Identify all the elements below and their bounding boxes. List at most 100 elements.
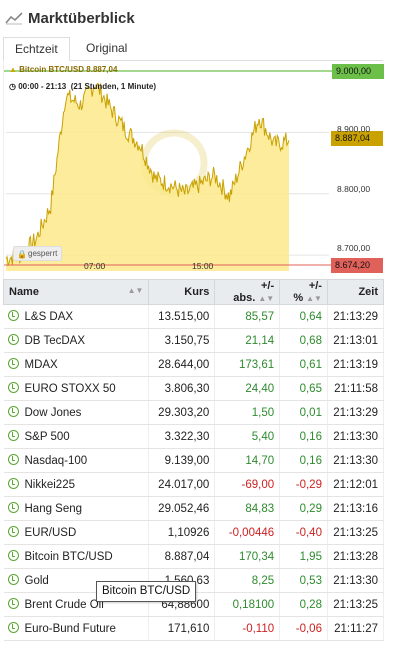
table-row[interactable]: Euro-Bund Future 171,610 -0,110 -0,06 21:11:… [3, 616, 385, 641]
series-area [6, 83, 289, 272]
row-name[interactable]: EUR/USD [3, 520, 150, 545]
row-abs: 5,40 [214, 424, 281, 449]
row-pct: 0,16 [279, 424, 328, 449]
row-name[interactable]: Dow Jones [3, 400, 150, 425]
table-row[interactable]: DB TecDAX 3.150,75 21,14 0,68 21:13:01 [3, 328, 385, 353]
row-abs: 24,40 [214, 376, 281, 401]
clock-icon [7, 406, 19, 417]
table-row[interactable]: EUR/USD 1,10926 -0,00446 -0,40 21:13:25 [3, 520, 385, 545]
table-row[interactable]: Brent Crude Oil 64,88600 0,18100 0,28 21:13:… [3, 592, 385, 617]
row-kurs: 24.017,00 [148, 472, 216, 497]
row-name[interactable]: EURO STOXX 50 [3, 376, 150, 401]
clock-icon [7, 622, 19, 633]
row-name[interactable]: Euro-Bund Future [3, 616, 150, 641]
row-zeit: 21:13:25 [327, 592, 385, 617]
row-name[interactable]: L&S DAX [3, 304, 150, 329]
row-name-label: L&S DAX [24, 311, 74, 323]
lock-badge[interactable]: 🔒 gesperrt [13, 246, 63, 261]
row-abs: -69,00 [214, 472, 281, 497]
row-name[interactable]: DB TecDAX [3, 328, 150, 353]
clock-icon [7, 358, 19, 369]
table-row[interactable]: MDAX 28.644,00 173,61 0,61 21:13:19 [3, 352, 385, 377]
row-zeit: 21:13:16 [327, 496, 385, 521]
row-abs: 1,50 [214, 400, 281, 425]
y-tick-label: 8.900,00 [337, 124, 371, 134]
row-kurs: 28.644,00 [148, 352, 216, 377]
col-header-abs[interactable]: +/- abs. ▲▼ [214, 279, 281, 305]
row-name[interactable]: S&P 500 [3, 424, 150, 449]
row-name-label: Euro-Bund Future [24, 623, 116, 635]
series-line [5, 82, 290, 267]
sort-icon: ▲▼ [258, 294, 275, 303]
chart-line-icon [5, 12, 23, 25]
row-kurs: 3.322,30 [148, 424, 216, 449]
row-kurs: 29.052,46 [148, 496, 216, 521]
row-pct: 1,95 [279, 544, 328, 569]
col-header-pct[interactable]: +/- % ▲▼ [279, 279, 328, 305]
tab-original[interactable]: Original [86, 41, 128, 55]
row-kurs: 3.150,75 [148, 328, 216, 353]
widget-header: Marktüberblick [0, 0, 405, 36]
row-abs: 85,57 [214, 304, 281, 329]
col-header-name[interactable]: Name ▲▼ [2, 279, 150, 305]
row-pct: 0,29 [279, 496, 328, 521]
chart-canvas [4, 70, 332, 272]
row-kurs: 3.806,30 [148, 376, 216, 401]
row-name[interactable]: Hang Seng [3, 496, 150, 521]
tooltip: Bitcoin BTC/USD [96, 581, 197, 602]
lock-label: gesperrt [28, 249, 58, 258]
row-abs: 8,25 [214, 568, 281, 593]
row-zeit: 21:13:29 [327, 304, 385, 329]
row-name-label: Brent Crude Oil [24, 599, 104, 611]
table-row[interactable]: L&S DAX 13.515,00 85,57 0,64 21:13:29 [3, 304, 385, 329]
tab-bar: Echtzeit Original [3, 36, 383, 61]
col-header-kurs[interactable]: Kurs [148, 279, 216, 305]
chart-legend: ▲ Bitcoin BTC/USD 8.887,04 [9, 65, 117, 74]
row-name[interactable]: Nasdaq-100 [3, 448, 150, 473]
row-kurs: 1,10926 [148, 520, 216, 545]
clock-icon [7, 382, 19, 393]
row-kurs: 171,610 [148, 616, 216, 641]
clock-icon: ◷ [9, 82, 16, 91]
row-pct: 0,64 [279, 304, 328, 329]
col-header-zeit[interactable]: Zeit [326, 279, 385, 305]
col-header-pct-label: +/- % [293, 280, 322, 304]
row-zeit: 21:13:30 [327, 568, 385, 593]
row-zeit: 21:13:29 [327, 400, 385, 425]
row-zeit: 21:13:25 [327, 520, 385, 545]
table-row[interactable]: S&P 500 3.322,30 5,40 0,16 21:13:30 [3, 424, 385, 449]
clock-icon [7, 430, 19, 441]
row-pct: 0,65 [279, 376, 328, 401]
table-row[interactable]: Dow Jones 29.303,20 1,50 0,01 21:13:29 [3, 400, 385, 425]
table-header-row: Name ▲▼ Kurs +/- abs. ▲▼ +/- % ▲▼ Zeit [2, 279, 385, 305]
table-row[interactable]: EURO STOXX 50 3.806,30 24,40 0,65 21:11:58 [3, 376, 385, 401]
y-tick-label: 8.800,00 [337, 184, 371, 194]
clock-icon [7, 502, 19, 513]
row-name-label: EURO STOXX 50 [24, 383, 116, 395]
row-zeit: 21:13:30 [327, 448, 385, 473]
row-abs: 21,14 [214, 328, 281, 353]
row-name-label: Bitcoin BTC/USD [24, 551, 113, 563]
row-name[interactable]: Brent Crude Oil [3, 592, 150, 617]
table-row[interactable]: Nikkei225 24.017,00 -69,00 -0,29 21:12:01 [3, 472, 385, 497]
row-abs: 170,34 [214, 544, 281, 569]
row-name[interactable]: MDAX [3, 352, 150, 377]
table-row[interactable]: Hang Seng 29.052,46 84,83 0,29 21:13:16 [3, 496, 385, 521]
row-name[interactable]: Nikkei225 [3, 472, 150, 497]
table-row[interactable]: Bitcoin BTC/USD 8.887,04 170,34 1,95 21:13:2… [3, 544, 385, 569]
row-zeit: 21:12:01 [327, 472, 385, 497]
clock-icon [7, 334, 19, 345]
row-abs: 14,70 [214, 448, 281, 473]
row-abs: -0,110 [214, 616, 281, 641]
widget-title: Marktüberblick [28, 10, 135, 27]
row-name[interactable]: Bitcoin BTC/USD [3, 544, 150, 569]
legend-value: 8.887,04 [86, 65, 118, 74]
row-abs: 0,18100 [214, 592, 281, 617]
clock-icon [7, 454, 19, 465]
row-name-label: DB TecDAX [24, 335, 86, 347]
table-row[interactable]: Nasdaq-100 9.139,00 14,70 0,16 21:13:30 [3, 448, 385, 473]
tab-echtzeit[interactable]: Echtzeit [3, 37, 70, 61]
price-chart[interactable]: ▲ Bitcoin BTC/USD 8.887,04 ◷ 00:00 - 21:… [3, 61, 384, 279]
clock-icon [7, 310, 19, 321]
col-header-name-label: Name [9, 286, 39, 298]
